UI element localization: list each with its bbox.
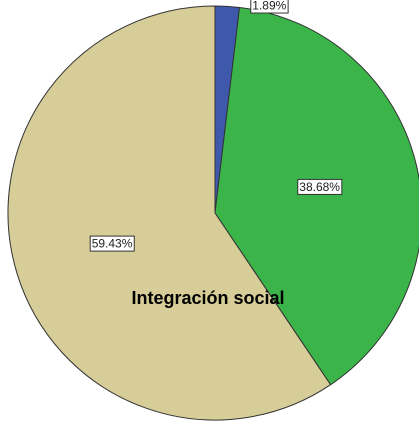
value-label-text: 1.89%: [252, 0, 286, 13]
slice: [214, 6, 419, 386]
value-label-text: 59.43%: [92, 237, 133, 251]
label-box: [89, 235, 135, 252]
value-label-text: 38.68%: [299, 180, 340, 194]
label-box: [250, 0, 289, 14]
value-label: 1.89%: [250, 0, 289, 14]
value-label: 38.68%: [297, 178, 343, 195]
value-label: 59.43%: [89, 235, 135, 252]
labels: 1.89% 38.68% 59.43%: [89, 0, 343, 252]
slices: [7, 5, 419, 421]
slice: [7, 5, 332, 421]
chart-title: Integración social: [131, 288, 284, 308]
label-box: [297, 178, 343, 195]
